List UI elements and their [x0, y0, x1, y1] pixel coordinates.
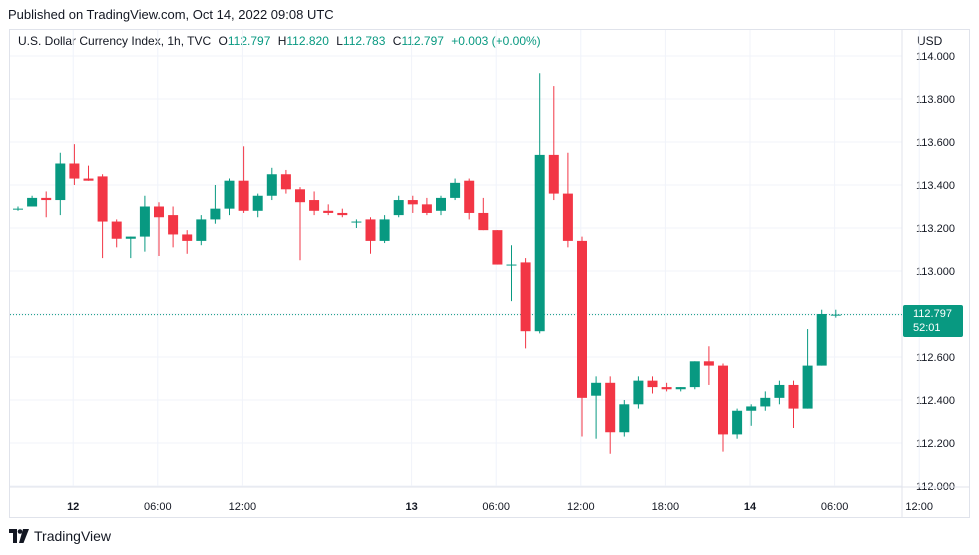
low-label: L	[336, 34, 343, 48]
candle-body	[252, 195, 263, 211]
candle-body	[83, 178, 94, 181]
candle-body	[379, 219, 390, 241]
candle-body	[295, 189, 305, 203]
candle-body	[802, 365, 813, 409]
candle-body	[703, 361, 714, 366]
candle-body	[760, 397, 771, 407]
y-tick-label: 113.000	[916, 266, 955, 278]
candle-body	[168, 215, 179, 235]
candle-body	[732, 410, 743, 435]
candle-body	[534, 154, 545, 332]
candle-body	[830, 314, 841, 316]
low-value: 112.783	[342, 34, 386, 48]
symbol-label[interactable]: U.S. Dollar Currency Index, 1h, TVC	[18, 34, 212, 48]
last-price-tag: 112.797 52:01	[903, 305, 963, 337]
high-label: H	[277, 34, 287, 48]
y-tick-label: 112.200	[916, 438, 955, 450]
candle-body	[718, 365, 728, 435]
x-tick-label: 12:00	[905, 501, 933, 513]
candle-body	[196, 219, 207, 241]
x-tick-label: 13	[405, 501, 417, 513]
candle-body	[238, 180, 249, 211]
candle-body	[548, 154, 559, 194]
tradingview-brand: TradingView	[34, 528, 112, 544]
candle-body	[323, 210, 334, 213]
candle-body	[351, 221, 362, 223]
candle-body	[774, 384, 785, 398]
candle-body	[182, 234, 193, 241]
x-tick-label: 06:00	[821, 501, 849, 513]
x-tick-label: 14	[744, 501, 757, 513]
y-tick-label: 112.400	[916, 395, 955, 407]
x-tick-label: 18:00	[652, 501, 680, 513]
candle-body	[562, 193, 573, 241]
y-tick-label: 114.000	[916, 51, 955, 63]
candle-body	[478, 212, 489, 231]
x-tick-label: 06:00	[482, 501, 510, 513]
x-tick-label: 06:00	[144, 501, 172, 513]
candle-body	[280, 174, 291, 190]
candle-body	[41, 197, 52, 201]
bar-countdown: 52:01	[913, 322, 941, 334]
candle-body	[591, 382, 602, 396]
candle-body	[605, 382, 616, 433]
published-caption: Published on TradingView.com, Oct 14, 20…	[8, 7, 334, 22]
y-tick-label: 112.600	[916, 352, 955, 364]
candle-body	[309, 200, 320, 211]
y-tick-label: 113.400	[916, 180, 955, 192]
candle-body	[407, 200, 418, 205]
candle-body	[436, 197, 446, 211]
candle-body	[365, 219, 376, 241]
candle-body	[675, 387, 686, 390]
candle-body	[816, 314, 827, 366]
open-value: 112.797	[227, 34, 271, 48]
candle-body	[633, 380, 644, 405]
candle-body	[619, 404, 630, 433]
y-tick-label: 113.600	[916, 137, 955, 149]
candle-body	[154, 206, 164, 218]
x-tick-label: 12:00	[229, 501, 257, 513]
open-label: O	[218, 34, 228, 48]
candle-body	[788, 384, 799, 409]
candle-body	[746, 406, 757, 411]
candle-body	[577, 240, 587, 398]
y-tick-label: 113.200	[916, 223, 955, 235]
candle-body	[421, 204, 432, 213]
x-tick-label: 12:00	[567, 501, 595, 513]
candle-body	[55, 163, 66, 201]
currency-label: USD	[917, 34, 943, 48]
high-value: 112.820	[286, 34, 329, 48]
chart-frame	[9, 29, 970, 518]
y-tick-label: 113.800	[916, 94, 955, 106]
x-tick-label: 12	[67, 501, 79, 513]
candle-body	[520, 262, 531, 332]
candle-body	[464, 180, 475, 213]
candle-body	[210, 208, 221, 220]
candle-body	[125, 236, 136, 239]
candle-body	[27, 197, 38, 207]
candle-body	[111, 221, 122, 239]
candle-body	[69, 163, 80, 179]
last-price-value: 112.797	[913, 308, 952, 320]
close-label: C	[392, 34, 402, 48]
candle-body	[224, 180, 235, 209]
candle-body	[97, 176, 108, 222]
candle-body	[492, 230, 503, 265]
tradingview-logo[interactable]: TradingView	[9, 528, 111, 544]
candle-body	[647, 380, 658, 388]
candle-body	[661, 387, 672, 390]
candle-body	[689, 361, 700, 388]
candle-body	[450, 182, 461, 198]
candle-body	[393, 200, 404, 216]
candle-body	[506, 264, 517, 266]
candle-body	[337, 212, 348, 216]
candle-body	[266, 174, 277, 196]
candle-body	[13, 208, 23, 210]
candle-body	[139, 206, 150, 237]
tradingview-logo-icon	[9, 529, 29, 543]
